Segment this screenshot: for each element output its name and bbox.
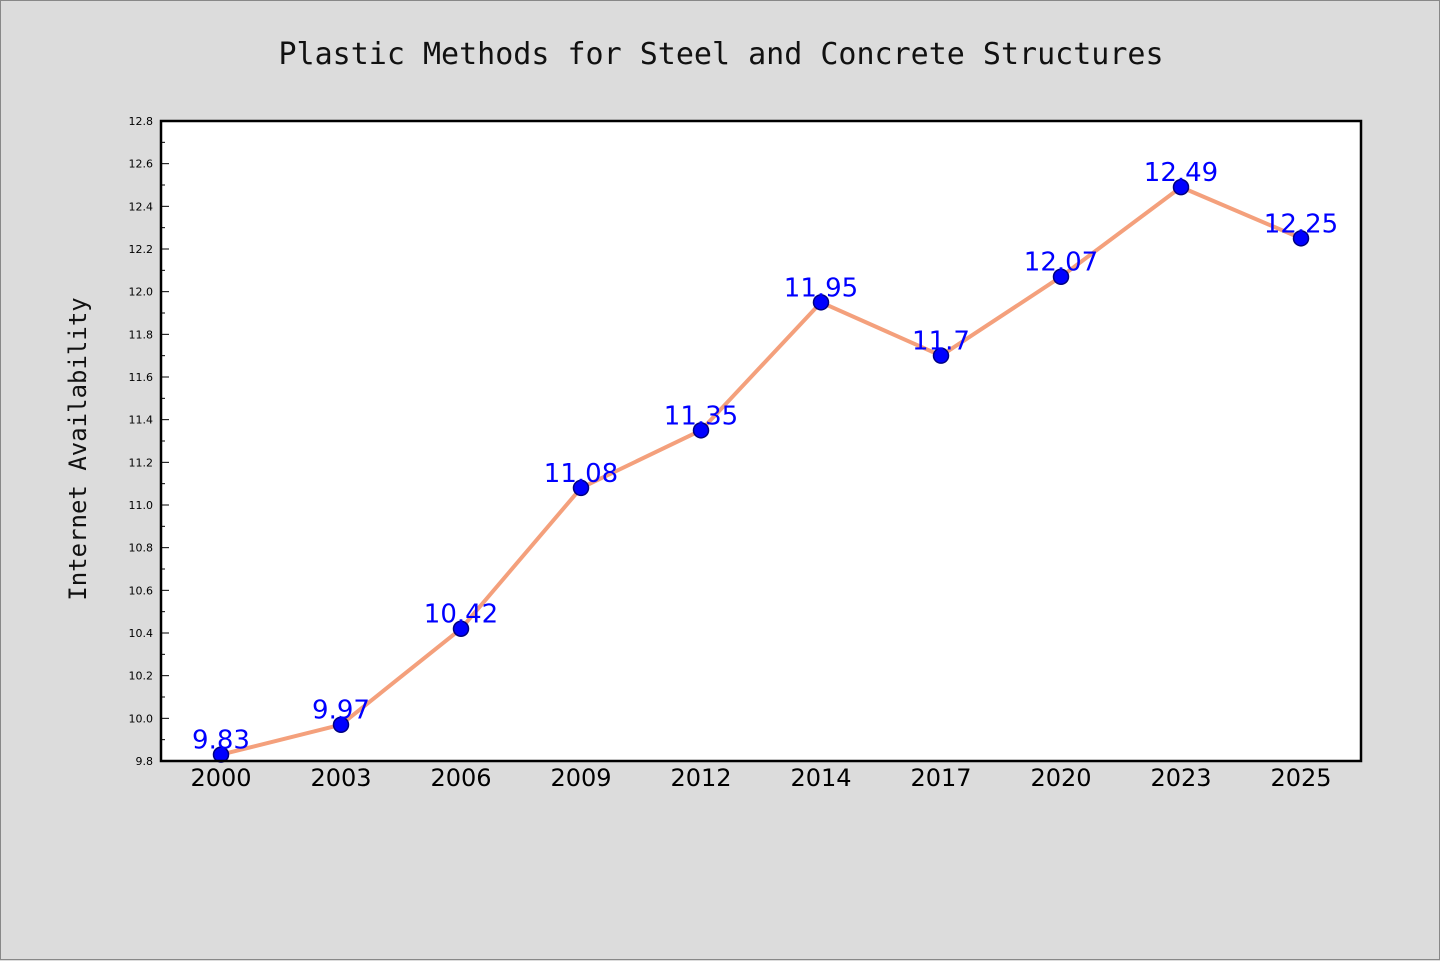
y-tick-label: 9.8 (136, 755, 154, 768)
x-tick-label: 2000 (190, 764, 251, 792)
y-tick-label: 12.8 (129, 115, 154, 128)
x-tick-label: 2012 (670, 764, 731, 792)
x-tick-label: 2009 (550, 764, 611, 792)
data-label: 11.7 (912, 327, 970, 357)
series-line (219, 185, 1303, 757)
data-point (692, 422, 710, 439)
plot-area (161, 121, 1361, 761)
data-label: 12.25 (1264, 209, 1338, 239)
series-layer (212, 178, 1310, 763)
data-label: 12.07 (1024, 248, 1098, 278)
data-point (1052, 268, 1070, 285)
data-point (332, 716, 350, 733)
y-tick-label: 11.4 (129, 414, 154, 427)
data-labels-layer: 9.83 9.97 10.42 11.08 11.35 11.95 11.7 12.07 12.… (192, 158, 1338, 755)
data-label: 11.08 (544, 459, 618, 489)
chart-title: Plastic Methods for Steel and Concrete S… (278, 37, 1163, 72)
data-point (932, 347, 950, 364)
x-tick-label: 2003 (310, 764, 371, 792)
data-label: 12.49 (1144, 158, 1218, 188)
y-axis: 9.8 10.0 10.2 10.4 10.6 10.8 11.0 11.2 11.4 11.6 1… (129, 115, 169, 768)
y-axis-label: Internet Availability (64, 297, 92, 600)
x-tick-label: 2014 (790, 764, 851, 792)
x-tick-label: 2023 (1150, 764, 1211, 792)
data-label: 9.97 (312, 696, 370, 726)
y-tick-label: 11.0 (129, 499, 154, 512)
data-label: 11.95 (784, 273, 858, 303)
y-tick-label: 10.2 (129, 670, 154, 683)
x-tick-label: 2017 (910, 764, 971, 792)
y-tick-label: 12.6 (129, 158, 154, 171)
y-tick-label: 12.0 (129, 286, 154, 299)
y-tick-label: 12.4 (129, 200, 154, 213)
data-label: 11.35 (664, 401, 738, 431)
x-tick-label: 2020 (1030, 764, 1091, 792)
data-point (812, 294, 830, 311)
data-label: 10.42 (424, 600, 498, 630)
y-tick-label: 11.2 (129, 456, 154, 469)
y-tick-label: 12.2 (129, 243, 154, 256)
data-point (1172, 178, 1190, 196)
y-tick-label: 11.8 (129, 328, 154, 341)
axes-frame (159, 119, 1363, 763)
data-point (1292, 230, 1310, 247)
y-tick-label: 10.6 (129, 584, 154, 597)
y-tick-label: 10.4 (129, 627, 154, 640)
y-tick-label: 11.6 (129, 371, 154, 384)
data-point (572, 479, 590, 497)
y-tick-label: 10.0 (129, 712, 154, 725)
x-tick-label: 2006 (430, 764, 491, 792)
data-point (452, 620, 470, 637)
y-tick-label: 10.8 (129, 542, 154, 555)
x-tick-label: 2025 (1270, 764, 1331, 792)
x-axis: 2000 2003 2006 2009 2012 2014 2017 2020 2023 2025 (190, 764, 1331, 792)
data-label: 9.83 (192, 726, 250, 756)
